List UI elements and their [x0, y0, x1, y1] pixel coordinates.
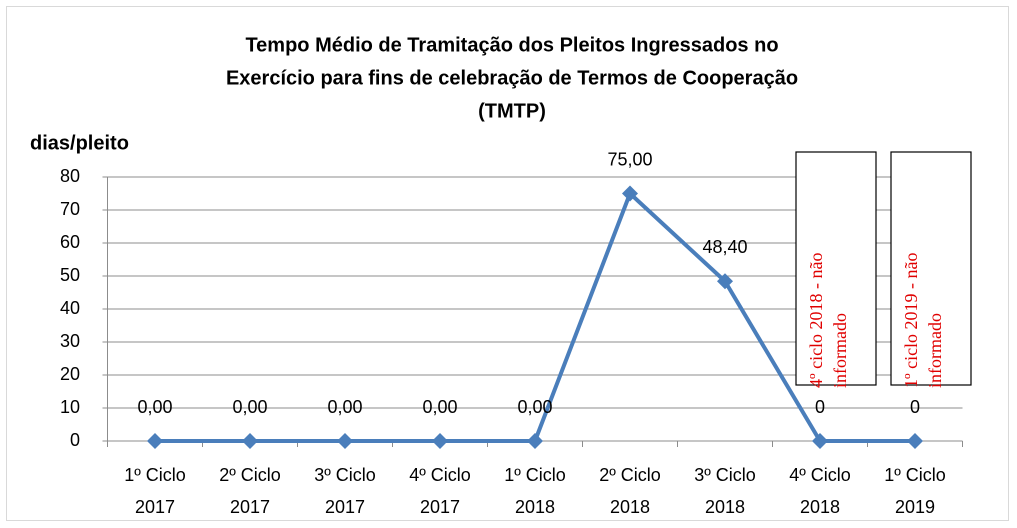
x-tick-label: 2018	[610, 497, 650, 517]
y-tick-label: 40	[60, 298, 80, 318]
marker	[337, 433, 353, 449]
annotation-text: informado	[830, 313, 850, 388]
x-tick-label: 2º Ciclo	[219, 465, 281, 485]
x-tick-label: 4º Ciclo	[789, 465, 851, 485]
marker	[432, 433, 448, 449]
data-label: 0,00	[137, 397, 172, 417]
x-tick-label: 4º Ciclo	[409, 465, 471, 485]
annotation-box	[890, 151, 972, 386]
y-tick-label: 80	[60, 166, 80, 186]
x-tick-label: 2018	[705, 497, 745, 517]
marker	[717, 273, 733, 290]
x-tick-label: 2017	[230, 497, 270, 517]
x-tick-label: 1º Ciclo	[884, 465, 946, 485]
y-tick-label: 10	[60, 397, 80, 417]
x-tick-label: 2018	[515, 497, 555, 517]
chart-title: Exercício para fins de celebração de Ter…	[226, 67, 798, 89]
y-tick-label: 30	[60, 331, 80, 351]
x-tick-label: 2019	[895, 497, 935, 517]
y-tick-label: 50	[60, 265, 80, 285]
data-label: 0,00	[327, 397, 362, 417]
x-tick-label: 2018	[800, 497, 840, 517]
data-label: 0,00	[232, 397, 267, 417]
x-tick-label: 3º Ciclo	[694, 465, 756, 485]
data-label: 0,00	[422, 397, 457, 417]
annotation-text: informado	[925, 313, 945, 388]
marker	[242, 433, 258, 449]
marker	[527, 433, 543, 449]
y-tick-label: 70	[60, 199, 80, 219]
data-label: 48,40	[702, 237, 747, 257]
marker	[812, 433, 828, 449]
chart-title: Tempo Médio de Tramitação dos Pleitos In…	[245, 34, 778, 56]
data-label: 0,00	[517, 397, 552, 417]
x-tick-label: 3º Ciclo	[314, 465, 376, 485]
marker	[147, 433, 163, 449]
annotation-text: 1º ciclo 2019 - não	[901, 252, 921, 388]
x-tick-label: 1º Ciclo	[504, 465, 566, 485]
y-tick-label: 0	[70, 430, 80, 450]
chart-title: (TMTP)	[478, 100, 546, 122]
data-label: 75,00	[607, 149, 652, 169]
x-tick-label: 1º Ciclo	[124, 465, 186, 485]
x-tick-label: 2017	[420, 497, 460, 517]
y-tick-label: 20	[60, 364, 80, 384]
y-tick-label: 60	[60, 232, 80, 252]
data-label: 0	[815, 397, 825, 417]
annotation-box	[795, 151, 877, 386]
x-tick-label: 2017	[325, 497, 365, 517]
marker	[907, 433, 923, 449]
y-axis-label: dias/pleito	[30, 132, 129, 154]
marker	[622, 185, 638, 202]
x-tick-label: 2º Ciclo	[599, 465, 661, 485]
x-tick-label: 2017	[135, 497, 175, 517]
annotation-text: 4º ciclo 2018 - não	[806, 252, 826, 388]
data-label: 0	[910, 397, 920, 417]
